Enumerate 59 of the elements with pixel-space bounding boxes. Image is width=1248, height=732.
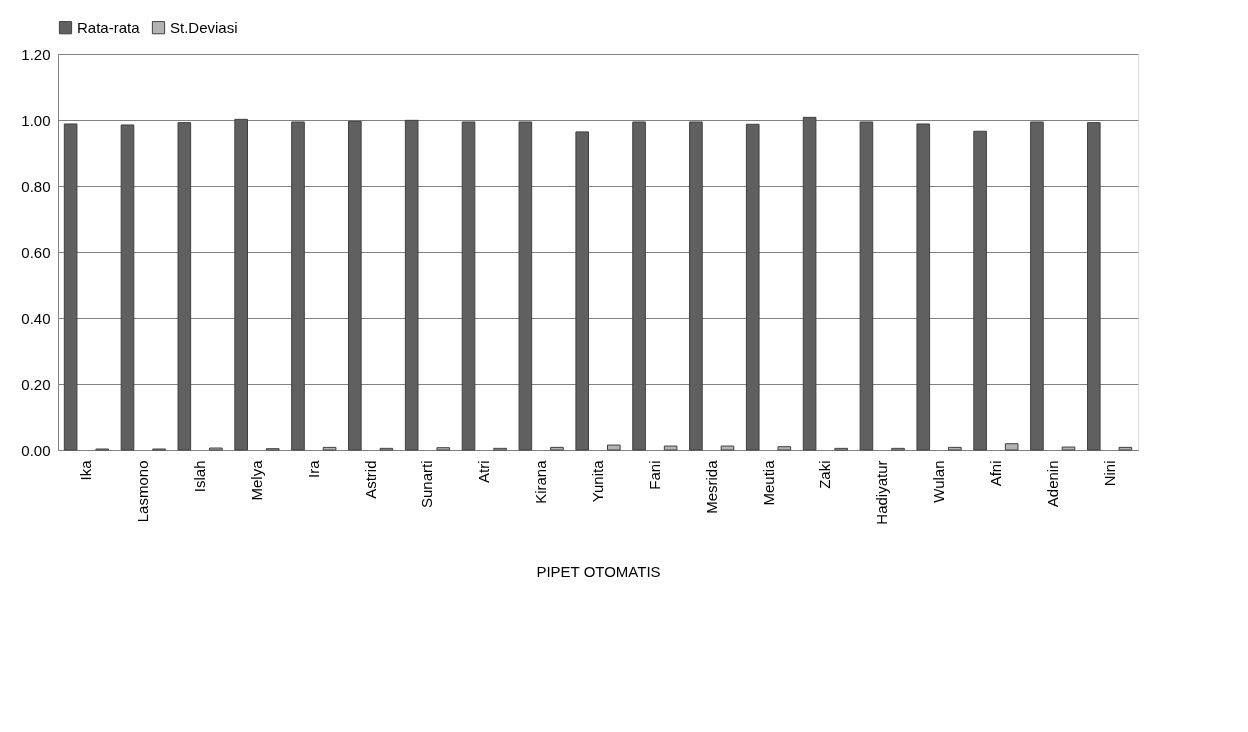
x-tick-label: Afni [986, 460, 1004, 487]
x-tick-label: Kirana [532, 459, 550, 504]
bar [1086, 122, 1101, 451]
bar [720, 445, 735, 451]
bar [859, 121, 874, 451]
x-tick-label: Zaki [816, 460, 834, 489]
legend-label: Rata-rata [77, 18, 141, 36]
bar [322, 446, 337, 451]
bar [663, 445, 678, 451]
x-tick-label: Nini [1100, 460, 1118, 487]
x-tick-label: Hadiyatur [873, 460, 891, 525]
bar [973, 130, 987, 451]
bar [948, 446, 962, 451]
bar [177, 122, 192, 451]
x-tick-label: Astrid [361, 460, 379, 499]
bar [777, 446, 792, 451]
bar [436, 447, 451, 451]
bar [234, 118, 248, 451]
y-tick-label: 0.80 [21, 177, 51, 195]
bar [1118, 446, 1133, 451]
x-tick-label: Fani [645, 460, 663, 490]
bar [120, 124, 135, 451]
x-tick-label: Yunita [589, 459, 606, 503]
bar [606, 444, 621, 451]
bar [550, 446, 564, 451]
y-tick-label: 0.40 [21, 309, 51, 327]
bar [689, 121, 703, 451]
bar [916, 123, 931, 451]
x-tick-label: Ika [77, 459, 95, 481]
bar [518, 121, 533, 451]
x-tick-label: Melya [247, 459, 265, 501]
y-tick-label: 0.00 [21, 441, 51, 459]
bar [63, 123, 78, 451]
bar [632, 121, 646, 451]
bar [461, 121, 476, 451]
bar [1061, 446, 1076, 451]
x-tick-label: Adenin [1043, 460, 1061, 508]
x-tick-label: Sunarti [418, 460, 436, 509]
x-tick-label: Wulan [930, 460, 948, 503]
bar [802, 116, 817, 451]
x-tick-label: Lasmono [134, 460, 152, 523]
y-tick-label: 1.00 [21, 111, 51, 129]
y-tick-label: 0.60 [21, 243, 51, 261]
bar [575, 131, 590, 451]
x-tick-label: Islah [191, 460, 209, 493]
bar [404, 119, 419, 451]
x-axis-title: PIPET OTOMATIS [536, 562, 661, 580]
bar [291, 121, 305, 451]
y-tick-label: 1.20 [21, 45, 51, 63]
y-tick-label: 0.20 [21, 375, 51, 393]
bar [1004, 443, 1019, 451]
bar [1030, 121, 1044, 451]
bar [745, 123, 760, 451]
bar [348, 120, 362, 451]
x-tick-label: Ira [304, 459, 322, 479]
x-tick-label: Atri [475, 460, 493, 483]
x-tick-label: Meutia [759, 459, 777, 506]
x-tick-label: Mesrida [702, 459, 720, 514]
legend-label: St.Deviasi [170, 18, 238, 36]
